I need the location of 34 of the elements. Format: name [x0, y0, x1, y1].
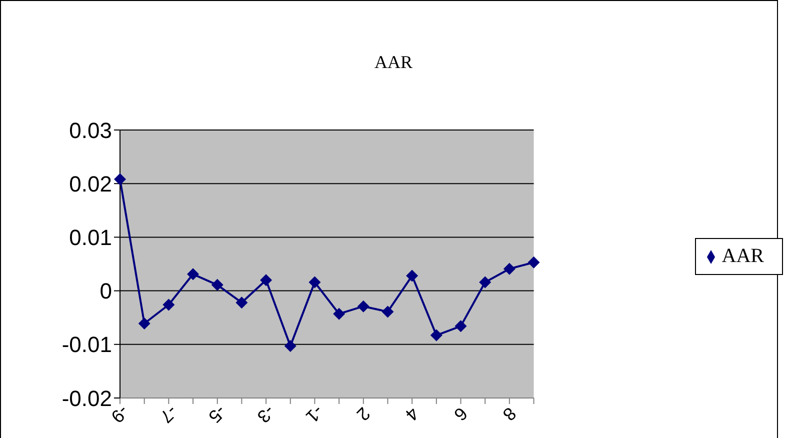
chart-title: AAR — [373, 52, 414, 73]
legend-label: AAR — [722, 245, 764, 267]
point — [114, 173, 126, 186]
y-tick-label: 0.01 — [69, 225, 112, 250]
point — [406, 270, 418, 282]
point — [503, 262, 516, 275]
y-tick-label: 0.02 — [69, 171, 112, 196]
point — [357, 300, 370, 312]
y-tick-label: -0.02 — [62, 386, 112, 411]
x-tick-label: 4 — [401, 403, 423, 425]
point — [333, 308, 346, 320]
point — [211, 278, 224, 291]
point — [284, 340, 296, 352]
point — [138, 317, 150, 330]
x-tick-label: 6 — [450, 403, 472, 425]
point — [187, 268, 200, 280]
x-tick-label: 2 — [352, 403, 374, 425]
x-tick-label: -5 — [204, 401, 230, 427]
point — [479, 276, 492, 288]
x-tick-label: 8 — [498, 403, 520, 425]
x-tick-label: -1 — [302, 401, 328, 427]
point — [382, 306, 394, 318]
point — [528, 256, 540, 268]
point — [454, 320, 467, 332]
y-tick-label: 0 — [100, 278, 112, 304]
point — [236, 296, 248, 309]
point — [430, 329, 442, 342]
y-tick-label: 0.03 — [69, 118, 112, 143]
y-tick-label: -0.01 — [62, 332, 112, 358]
point — [162, 298, 175, 311]
x-tick-label: -3 — [253, 401, 279, 427]
point — [260, 274, 272, 286]
x-tick-label: -7 — [156, 401, 182, 427]
point — [308, 276, 321, 288]
